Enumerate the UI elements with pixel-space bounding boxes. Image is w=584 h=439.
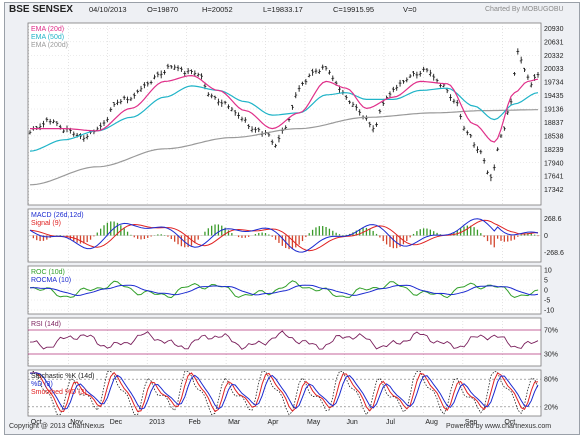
- price-y-tick: 19136: [544, 107, 564, 114]
- price-y-tick: 18538: [544, 133, 564, 140]
- price-legend-0: EMA (20d): [31, 26, 64, 33]
- stoch-legend-0: Stochastic %K (14d): [31, 373, 94, 380]
- ema20-line: [30, 74, 539, 143]
- roc-y-tick: -10: [544, 308, 554, 315]
- macd-y-tick: 268.6: [544, 216, 562, 223]
- price-y-tick: 20033: [544, 66, 564, 73]
- x-axis-tick: Feb: [189, 419, 201, 426]
- price-y-tick: 17342: [544, 187, 564, 194]
- roc-y-tick: -5: [544, 298, 550, 305]
- brand-label: Charted By MOBUGOBU: [485, 6, 564, 13]
- x-axis-tick: Apr: [268, 419, 280, 426]
- quote-close: C=19915.95: [333, 5, 375, 14]
- x-axis-tick: Oct: [504, 419, 515, 426]
- stoch-legend-2: Smoothed %D (3): [31, 389, 87, 396]
- price-y-tick: 20332: [544, 53, 564, 60]
- x-axis-tick: Sep: [465, 419, 478, 426]
- price-y-tick: 20930: [544, 26, 564, 33]
- quote-low: L=19833.17: [263, 5, 303, 14]
- roc-line: [29, 280, 539, 299]
- roc-y-tick: 10: [544, 268, 552, 275]
- x-axis-tick: 2013: [149, 419, 165, 426]
- quote-volume: V=0: [403, 5, 417, 14]
- x-axis-tick: Nov: [70, 419, 83, 426]
- stoch-k-line: [29, 370, 539, 416]
- x-axis-tick: Jul: [386, 419, 395, 426]
- x-axis-tick: Oct: [31, 419, 42, 426]
- x-axis-tick: Aug: [425, 419, 438, 426]
- rsi-legend-0: RSI (14d): [31, 321, 61, 328]
- price-y-tick: 20631: [544, 39, 564, 46]
- rsi-y-tick: 30%: [544, 352, 558, 359]
- rsi-y-tick: 70%: [544, 328, 558, 335]
- stoch-legend-1: %D (3): [31, 381, 53, 388]
- stoch-smoothed-d-line: [29, 372, 539, 410]
- powered-by-text: Powered by www.chartnexus.com: [446, 423, 552, 430]
- symbol-title: BSE SENSEX: [9, 4, 73, 15]
- x-axis-tick: Jun: [346, 419, 357, 426]
- price-y-tick: 19435: [544, 93, 564, 100]
- rocma-line: [30, 284, 539, 297]
- roc-y-tick: 5: [544, 278, 548, 285]
- stoch-y-tick: 80%: [544, 377, 558, 384]
- price-legend-1: EMA (50d): [31, 34, 64, 41]
- roc-legend-0: ROC (10d): [31, 269, 65, 276]
- indicator-charts: 20930 20631 20332 20033 19734 19435 19136 18837…: [27, 22, 564, 426]
- ema200-line: [29, 109, 538, 186]
- price-y-tick: 17940: [544, 160, 564, 167]
- price-legend-2: EMA (200d): [31, 42, 68, 49]
- x-axis-tick: Mar: [228, 419, 241, 426]
- macd-y-tick: -268.6: [544, 250, 564, 257]
- price-y-tick: 19734: [544, 80, 564, 87]
- stoch-panel-frame: [27, 369, 542, 417]
- price-y-tick: 17641: [544, 174, 564, 181]
- macd-y-tick: 0: [544, 233, 548, 240]
- copyright-text: Copyright @ 2013 ChartNexus: [9, 423, 105, 430]
- roc-panel-frame: [27, 265, 542, 315]
- stoch-d-line: [29, 371, 539, 413]
- macd-legend-0: MACD (26d,12d): [31, 212, 84, 219]
- price-y-tick: 18837: [544, 120, 564, 127]
- header-bar: BSE SENSEX: [9, 3, 73, 17]
- roc-legend-1: ROCMA (10): [31, 277, 71, 284]
- rsi-line: [29, 330, 539, 350]
- chart-window: BSE SENSEX 04/10/2013 O=19870 H=20052 L=…: [4, 2, 580, 435]
- stoch-y-tick: 20%: [544, 404, 558, 411]
- signal-line: [29, 219, 539, 252]
- roc-y-tick: 0: [544, 288, 548, 295]
- ema50-line: [29, 85, 539, 152]
- price-y-tick: 18239: [544, 147, 564, 154]
- x-axis-tick: May: [307, 419, 321, 426]
- macd-line: [29, 218, 539, 253]
- x-axis-tick: Dec: [110, 419, 123, 426]
- rsi-panel-frame: [27, 317, 542, 367]
- macd-legend-1: Signal (9): [31, 220, 61, 227]
- quote-open: O=19870: [147, 5, 179, 14]
- quote-date: 04/10/2013: [89, 5, 127, 14]
- quote-high: H=20052: [202, 5, 233, 14]
